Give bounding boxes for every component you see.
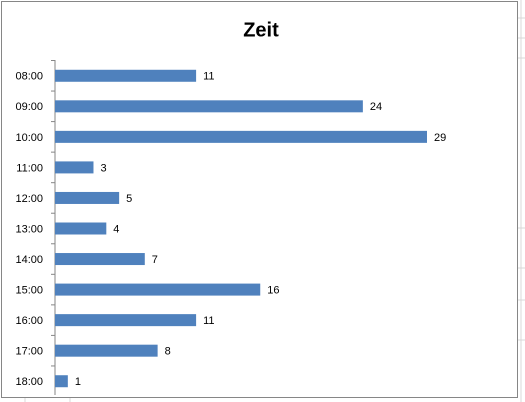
data-label: 8 — [165, 346, 171, 358]
data-label: 3 — [100, 162, 106, 174]
bar — [55, 130, 427, 143]
y-tick-label: 13:00 — [15, 223, 43, 235]
y-tick-label: 17:00 — [15, 346, 43, 358]
data-label: 24 — [370, 101, 382, 113]
data-label: 7 — [152, 254, 158, 266]
bar — [55, 100, 363, 113]
bar — [55, 69, 197, 82]
bar — [55, 253, 145, 266]
bar — [55, 314, 197, 327]
bar — [55, 283, 261, 296]
y-tick-label: 08:00 — [15, 71, 43, 83]
bar — [55, 375, 68, 388]
bar — [55, 344, 158, 357]
chart-title: Zeit — [243, 19, 279, 41]
y-tick-label: 12:00 — [15, 193, 43, 205]
data-label: 1 — [75, 376, 81, 388]
data-label: 16 — [267, 284, 279, 296]
data-label: 11 — [203, 315, 214, 327]
data-label: 11 — [203, 71, 214, 83]
y-tick-label: 10:00 — [15, 132, 43, 144]
sheet-grid — [24, 0, 525, 402]
y-tick-label: 18:00 — [15, 376, 43, 388]
data-label: 5 — [126, 193, 132, 205]
y-tick-label: 11:00 — [16, 162, 43, 174]
y-tick-label: 14:00 — [15, 254, 43, 266]
data-label: 4 — [113, 223, 119, 235]
y-tick-label: 15:00 — [15, 284, 43, 296]
bar — [55, 222, 107, 235]
bar — [55, 161, 94, 174]
bar — [55, 191, 120, 204]
data-label: 29 — [434, 132, 446, 144]
y-tick-label: 09:00 — [15, 101, 43, 113]
y-tick-label: 16:00 — [15, 315, 43, 327]
